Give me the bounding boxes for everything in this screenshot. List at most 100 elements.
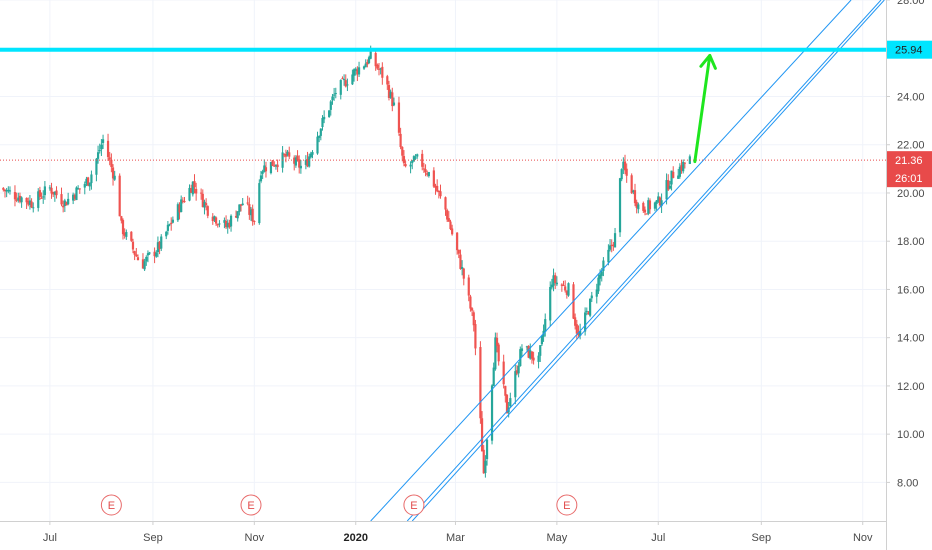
candle-body: [40, 197, 43, 199]
candle: [444, 196, 447, 216]
candle-body: [121, 220, 125, 235]
candle-body: [228, 222, 231, 228]
candle-body: [331, 96, 334, 101]
candle: [271, 160, 274, 167]
candle: [241, 198, 244, 206]
candle-body: [665, 180, 668, 200]
candle-body: [562, 285, 565, 287]
resistance-tag-bg: [887, 40, 932, 59]
candle: [342, 74, 346, 86]
candle: [121, 218, 125, 240]
candle-body: [269, 161, 273, 174]
candle: [130, 231, 133, 242]
earnings-marker[interactable]: E: [556, 494, 578, 516]
candle: [657, 192, 660, 203]
candle: [211, 213, 214, 225]
candle-body: [613, 233, 617, 248]
candle: [123, 228, 126, 239]
candle: [261, 169, 264, 180]
candle: [28, 194, 32, 210]
candle: [683, 162, 686, 169]
candle: [655, 199, 658, 211]
candle-body: [309, 153, 312, 158]
candle-body: [387, 85, 391, 98]
candle: [356, 66, 359, 82]
candle: [457, 249, 460, 259]
candle-body: [447, 218, 450, 222]
candle-body: [73, 195, 76, 199]
price-axis[interactable]: 8.0010.0012.0014.0016.0018.0020.0022.002…: [886, 0, 932, 550]
candle-body: [479, 347, 482, 419]
candle-body: [203, 201, 206, 208]
candle-body: [660, 200, 663, 207]
earnings-marker[interactable]: E: [100, 494, 122, 516]
candle-body: [584, 312, 587, 332]
candle-body: [532, 357, 535, 361]
candle: [316, 131, 319, 155]
candle-body: [211, 216, 214, 222]
candle: [131, 238, 135, 254]
candle: [190, 184, 193, 193]
candle-body: [461, 267, 464, 269]
trend-arrow-shaft[interactable]: [693, 53, 712, 164]
candle-body: [308, 156, 311, 167]
candle: [436, 179, 439, 193]
candle: [389, 89, 392, 99]
candle-body: [63, 200, 66, 206]
candle-body: [554, 275, 557, 284]
channel-line-2[interactable]: [406, 0, 882, 521]
earnings-marker[interactable]: E: [403, 494, 425, 516]
candle: [565, 290, 568, 299]
candle-body: [444, 197, 447, 210]
candle: [125, 229, 128, 240]
candle: [456, 232, 459, 255]
candle-body: [229, 215, 233, 227]
candle-body: [218, 223, 221, 225]
candle-body: [96, 152, 100, 159]
candle-body: [589, 298, 592, 316]
time-axis[interactable]: Jul Sep Nov 2020 Mar May Jul Sep Nov: [0, 521, 886, 550]
candle-body: [341, 78, 344, 80]
candle-body: [680, 165, 683, 171]
candle: [437, 190, 440, 199]
candle: [52, 191, 55, 198]
candle: [283, 153, 286, 158]
candle-body: [618, 178, 622, 233]
channel-line-1[interactable]: [370, 0, 852, 521]
candle: [48, 185, 51, 191]
candle: [229, 214, 233, 232]
candle-body: [60, 194, 63, 205]
candle: [133, 250, 136, 261]
candle-body: [555, 282, 558, 285]
candle-body: [643, 209, 647, 213]
last-price-tag-bg: [887, 151, 932, 188]
channel-line-3[interactable]: [411, 0, 885, 521]
candle: [195, 182, 198, 201]
y-tick-label: 18.00: [897, 236, 925, 248]
candle: [515, 364, 519, 376]
candle-body: [190, 188, 193, 193]
candle: [414, 154, 417, 160]
candle-body: [83, 183, 86, 188]
candle-body: [451, 228, 454, 235]
candle: [653, 201, 657, 212]
earnings-marker[interactable]: E: [240, 494, 262, 516]
candle: [357, 61, 361, 77]
candle-body: [623, 161, 627, 171]
candle-body: [27, 200, 30, 205]
x-tick-label: 2020: [343, 532, 367, 544]
candle: [474, 319, 477, 356]
candle: [143, 258, 146, 271]
candle-body: [597, 277, 600, 292]
candle-body: [50, 187, 53, 194]
candle-body: [595, 289, 598, 297]
candle-body: [344, 80, 347, 87]
candle: [166, 221, 169, 235]
candle-body: [386, 76, 389, 85]
grid: [0, 0, 886, 521]
candle-body: [608, 245, 612, 250]
candle-body: [544, 319, 547, 332]
candle: [311, 150, 314, 159]
